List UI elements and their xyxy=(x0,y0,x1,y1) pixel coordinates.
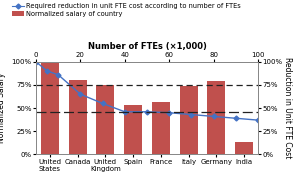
Bar xyxy=(235,142,253,154)
Y-axis label: Normalized Salary: Normalized Salary xyxy=(0,73,6,143)
Bar xyxy=(96,85,114,154)
Bar xyxy=(152,102,170,154)
Legend: Required reduction in unit FTE cost according to number of FTEs, Normalized sala: Required reduction in unit FTE cost acco… xyxy=(12,3,241,17)
X-axis label: Number of FTEs (×1,000): Number of FTEs (×1,000) xyxy=(88,42,206,51)
Y-axis label: Reduction in Unit FTE Cost: Reduction in Unit FTE Cost xyxy=(283,57,292,159)
Bar xyxy=(207,81,225,154)
Bar xyxy=(180,86,198,154)
Bar xyxy=(69,80,87,154)
Bar xyxy=(41,62,59,154)
Bar xyxy=(124,105,142,154)
